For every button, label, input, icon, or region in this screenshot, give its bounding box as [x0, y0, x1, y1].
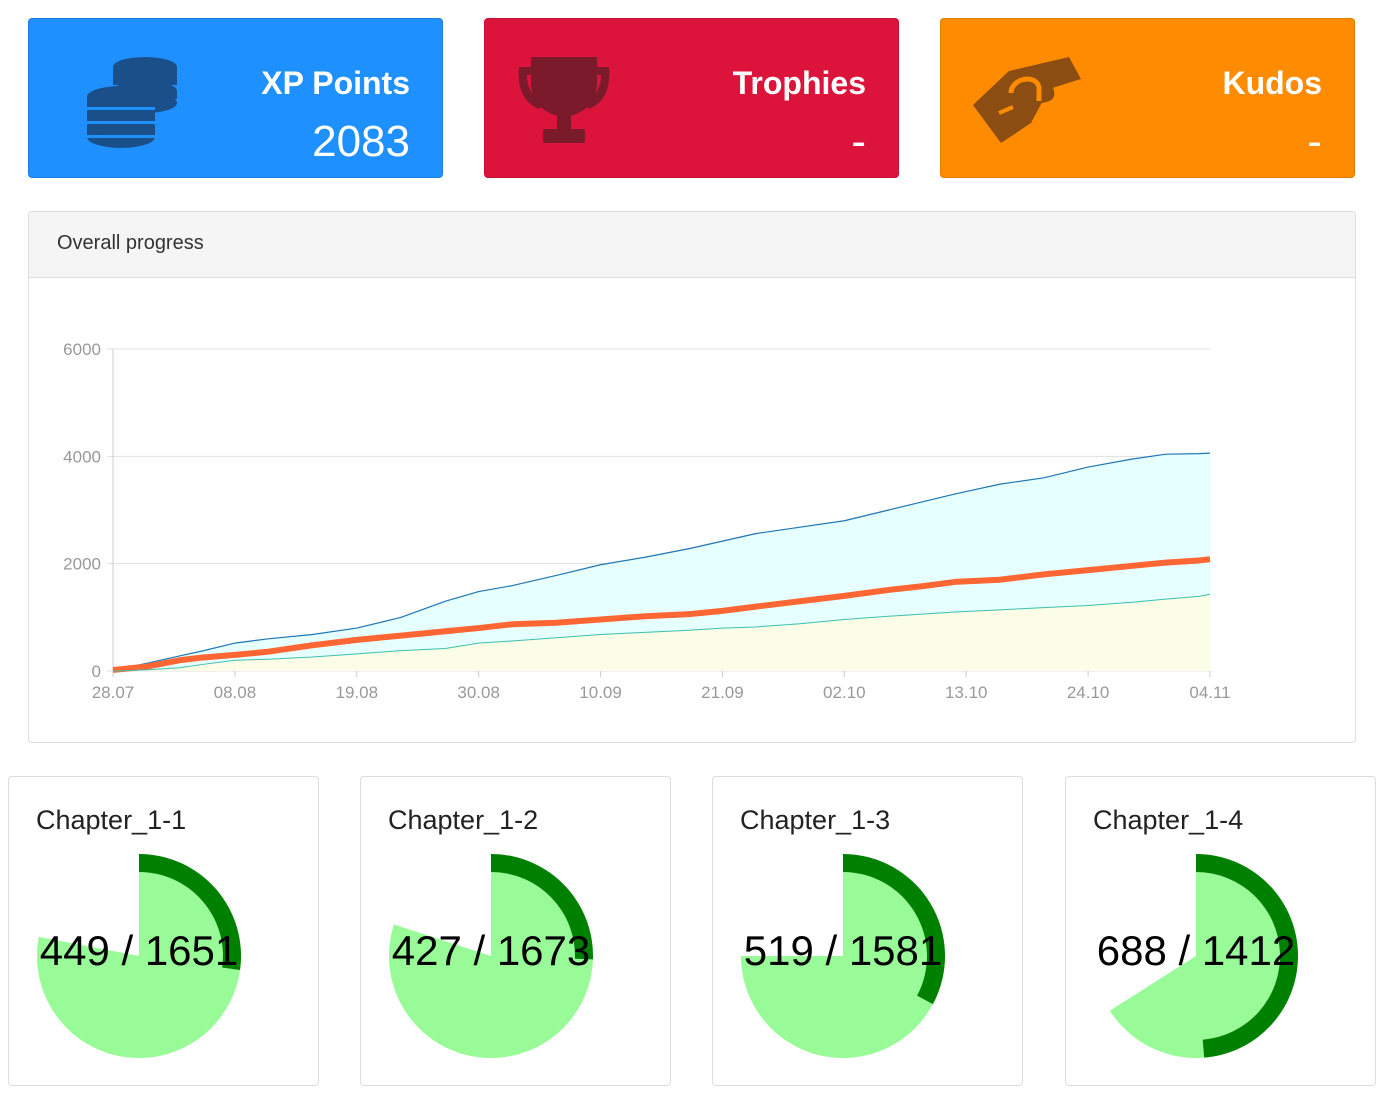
y-tick-label: 2000	[63, 555, 101, 574]
progress-chart: 0 2000 4000 6000 28.07 08.08 19.08 30.08 10.09 21…	[63, 340, 1230, 702]
chapter-progress-label: 427 / 1673	[391, 927, 591, 974]
chapter-progress-label: 449 / 1651	[39, 927, 239, 974]
chapter-card-2: Chapter_1-2 427 / 1673	[360, 776, 671, 1086]
chapter-progress-pie	[37, 854, 241, 1058]
overall-progress-panel: Overall progress 0 2000 4000 6000 28.07 08.08…	[28, 211, 1356, 743]
y-tick-label: 4000	[63, 447, 101, 466]
coins-icon	[57, 53, 187, 158]
series-line-1	[112, 556, 1211, 673]
chapter-title: Chapter_1-4	[1093, 805, 1244, 835]
chapter-title: Chapter_1-2	[388, 805, 539, 835]
chapter-card-1: Chapter_1-1 449 / 1651	[8, 776, 319, 1086]
x-tick-label: 08.08	[214, 683, 257, 702]
x-tick-label: 30.08	[457, 683, 500, 702]
y-tick-label: 0	[92, 662, 101, 681]
kudos-title: Kudos	[1222, 65, 1322, 101]
trophy-icon	[513, 53, 623, 158]
pie-done-arc	[1196, 854, 1298, 1058]
chapter-progress-pie	[741, 854, 945, 1058]
chapter-card-3: Chapter_1-3 519 / 1581	[712, 776, 1023, 1086]
trophies-card: Trophies -	[484, 18, 899, 178]
series-line-2	[112, 593, 1211, 672]
y-tick-label: 6000	[63, 340, 101, 359]
xp-points-card: XP Points 2083	[28, 18, 443, 178]
chapter-title: Chapter_1-1	[36, 805, 187, 835]
pie-total-sector	[1109, 854, 1298, 1058]
pie-done-arc	[491, 854, 593, 960]
x-tick-label: 04.11	[1189, 683, 1230, 702]
pie-total-sector	[389, 854, 593, 1058]
x-tick-label: 02.10	[823, 683, 866, 702]
pie-total-sector	[37, 854, 241, 1058]
chapter-progress-label: 688 / 1412	[1096, 927, 1296, 974]
series-line-0	[112, 452, 1211, 671]
x-tick-label: 21.09	[701, 683, 744, 702]
chapter-title: Chapter_1-3	[740, 805, 891, 835]
xp-points-title: XP Points	[261, 65, 410, 101]
x-tick-label: 19.08	[336, 683, 379, 702]
pie-total-sector	[741, 854, 945, 1058]
handshake-icon	[969, 53, 1089, 158]
kudos-value: -	[1307, 117, 1322, 166]
chapter-card-4: Chapter_1-4 688 / 1412	[1065, 776, 1376, 1086]
chapter-progress-label: 519 / 1581	[743, 927, 943, 974]
pie-done-arc	[843, 854, 945, 1005]
chapter-progress-pie	[1109, 854, 1298, 1058]
kudos-card: Kudos -	[940, 18, 1355, 178]
trophies-title: Trophies	[732, 65, 866, 101]
overall-progress-title: Overall progress	[29, 212, 1355, 278]
chapter-progress-pie	[389, 854, 593, 1058]
pie-done-arc	[139, 854, 241, 971]
x-tick-label: 13.10	[945, 683, 988, 702]
x-tick-label: 24.10	[1067, 683, 1110, 702]
x-tick-label: 10.09	[579, 683, 622, 702]
trophies-value: -	[851, 117, 866, 166]
x-tick-label: 28.07	[92, 683, 135, 702]
xp-points-value: 2083	[312, 117, 410, 166]
